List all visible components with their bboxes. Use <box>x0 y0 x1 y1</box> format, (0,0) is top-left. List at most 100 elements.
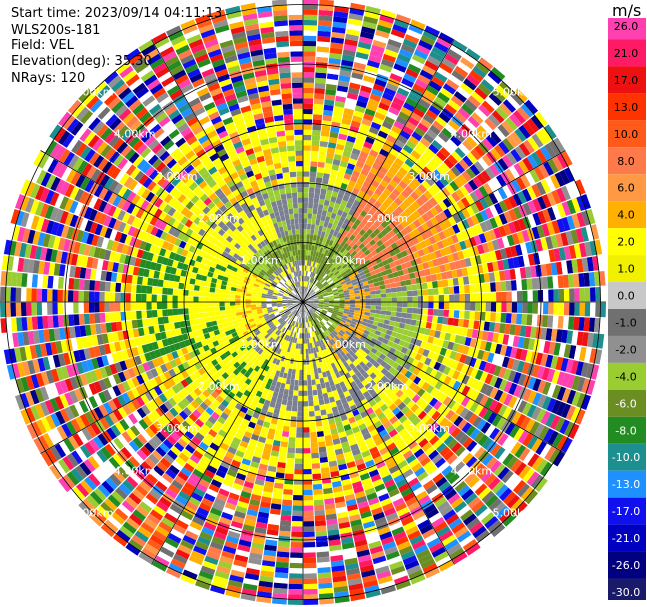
velocity-gate <box>309 271 313 278</box>
velocity-gate <box>139 480 152 493</box>
velocity-gate <box>308 276 311 283</box>
velocity-gate <box>375 257 382 264</box>
velocity-gate <box>207 326 214 333</box>
velocity-gate <box>232 515 245 524</box>
velocity-gate <box>148 489 162 501</box>
velocity-gate <box>451 191 461 203</box>
velocity-gate <box>171 350 179 360</box>
velocity-gate <box>136 319 143 328</box>
velocity-gate <box>93 381 103 393</box>
velocity-gate <box>446 358 455 368</box>
velocity-gate <box>129 513 143 526</box>
velocity-gate <box>400 130 411 140</box>
velocity-gate <box>314 515 326 522</box>
velocity-gate <box>154 375 163 386</box>
velocity-gate <box>493 227 502 239</box>
velocity-gate <box>361 477 372 486</box>
velocity-gate <box>335 95 346 103</box>
velocity-gate <box>31 421 43 437</box>
velocity-gate <box>247 315 254 320</box>
velocity-gate <box>156 309 163 317</box>
velocity-gate <box>266 335 272 341</box>
velocity-gate <box>97 433 109 446</box>
velocity-gate <box>197 384 206 393</box>
velocity-gate <box>498 379 508 391</box>
velocity-gate <box>412 510 426 521</box>
velocity-gate <box>224 502 237 511</box>
velocity-gate <box>349 82 361 90</box>
velocity-gate <box>475 392 485 404</box>
velocity-gate <box>322 115 332 122</box>
velocity-gate <box>384 225 393 233</box>
velocity-gate <box>221 379 230 388</box>
velocity-gate <box>124 339 132 349</box>
velocity-gate <box>480 209 489 221</box>
velocity-gate <box>469 191 480 203</box>
velocity-gate <box>433 193 443 204</box>
velocity-gate <box>417 216 426 225</box>
velocity-gate <box>61 423 72 438</box>
velocity-gate <box>374 111 386 121</box>
velocity-gate <box>350 476 361 484</box>
velocity-gate <box>201 381 210 390</box>
velocity-gate <box>194 318 201 325</box>
velocity-gate <box>292 303 298 305</box>
velocity-gate <box>460 509 474 522</box>
velocity-gate <box>424 328 431 336</box>
velocity-gate <box>527 253 536 266</box>
velocity-gate <box>324 232 330 239</box>
velocity-gate <box>392 419 402 429</box>
velocity-gate <box>450 427 462 438</box>
velocity-gate <box>317 561 331 568</box>
velocity-gate <box>395 14 411 24</box>
velocity-gate <box>342 483 353 491</box>
velocity-gate <box>343 451 353 459</box>
velocity-gate <box>467 496 481 509</box>
velocity-gate <box>415 197 425 207</box>
velocity-gate <box>304 328 307 334</box>
velocity-gate <box>310 309 315 314</box>
velocity-gate <box>40 451 53 467</box>
velocity-gate <box>303 359 307 365</box>
velocity-gate <box>416 234 424 243</box>
velocity-gate <box>430 378 439 388</box>
velocity-gate <box>426 508 440 519</box>
velocity-gate <box>427 288 434 296</box>
velocity-gate <box>507 335 515 347</box>
velocity-gate <box>354 56 368 65</box>
velocity-gate <box>380 497 392 507</box>
velocity-gate <box>336 265 342 271</box>
velocity-gate <box>299 312 301 318</box>
velocity-gate <box>377 183 386 192</box>
velocity-gate <box>316 166 324 173</box>
velocity-gate <box>319 333 324 340</box>
velocity-gate <box>331 433 340 440</box>
velocity-gate <box>550 328 558 342</box>
velocity-gate <box>251 350 258 357</box>
velocity-gate <box>395 58 409 68</box>
velocity-gate <box>338 323 344 328</box>
velocity-gate <box>377 322 384 328</box>
velocity-gate <box>258 580 273 588</box>
velocity-gate <box>442 228 451 238</box>
velocity-gate <box>590 287 596 302</box>
velocity-gate <box>406 285 413 291</box>
velocity-gate <box>367 279 374 285</box>
velocity-gate <box>368 399 377 407</box>
velocity-gate <box>473 463 486 476</box>
velocity-gate <box>371 88 384 97</box>
velocity-gate <box>325 276 331 281</box>
velocity-gate <box>290 358 294 364</box>
velocity-gate <box>376 442 387 451</box>
velocity-gate <box>527 290 533 302</box>
velocity-gate <box>317 388 323 395</box>
velocity-gate <box>323 221 329 228</box>
velocity-gate <box>335 501 346 509</box>
velocity-gate <box>323 493 334 500</box>
velocity-gate <box>485 292 492 302</box>
velocity-gate <box>342 446 352 454</box>
velocity-gate <box>485 134 498 148</box>
velocity-gate <box>361 321 368 327</box>
velocity-gate <box>542 208 552 223</box>
velocity-gate <box>294 348 298 354</box>
